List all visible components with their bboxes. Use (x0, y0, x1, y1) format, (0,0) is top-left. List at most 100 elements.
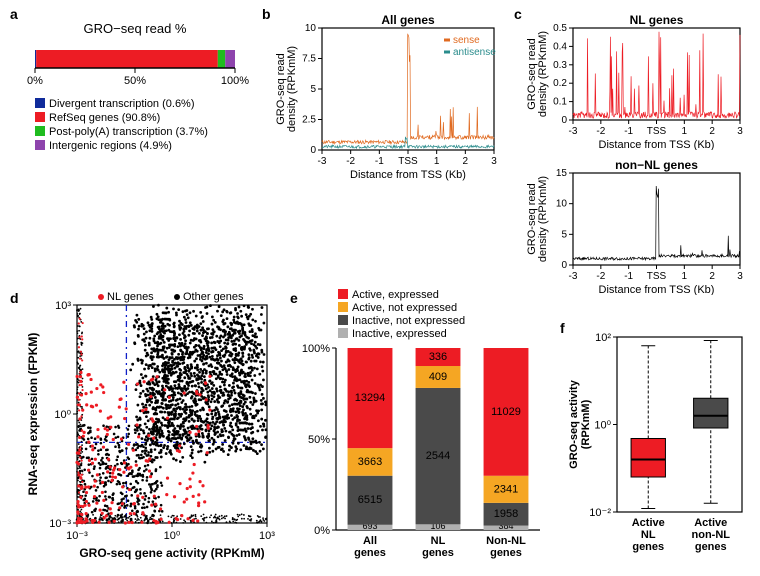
svg-text:0%: 0% (27, 75, 43, 87)
svg-text:Distance from TSS (Kb): Distance from TSS (Kb) (599, 284, 715, 295)
svg-text:density (RPKmM): density (RPKmM) (537, 31, 549, 117)
svg-text:genes: genes (422, 547, 454, 559)
svg-text:0%: 0% (314, 525, 330, 537)
svg-text:3: 3 (491, 156, 497, 167)
svg-text:100%: 100% (302, 343, 330, 355)
svg-text:All: All (363, 535, 377, 547)
svg-text:Active: Active (632, 517, 665, 529)
panel-f-label: f (560, 320, 565, 336)
svg-text:1958: 1958 (494, 508, 518, 520)
svg-text:density (RPKmM): density (RPKmM) (286, 46, 298, 132)
svg-text:-3: -3 (569, 271, 578, 282)
svg-text:0: 0 (310, 145, 316, 156)
svg-text:100%: 100% (221, 75, 249, 87)
svg-text:(RPKmM): (RPKmM) (580, 399, 592, 449)
panel-c-bottom-chart: non−NL genes051015-3-2-1TSS123GRO-seq re… (523, 155, 748, 295)
svg-text:NL: NL (431, 535, 446, 547)
panel-f-chart: 10⁻²10⁰10²GRO-seq activity(RPKmM)ActiveN… (565, 325, 750, 560)
svg-text:0: 0 (561, 115, 567, 126)
svg-text:409: 409 (429, 371, 447, 383)
svg-text:Non-NL: Non-NL (486, 535, 526, 547)
svg-text:GRO-seq activity: GRO-seq activity (568, 379, 580, 469)
svg-text:NL: NL (641, 529, 656, 541)
svg-text:-2: -2 (596, 126, 605, 137)
svg-text:genes: genes (632, 541, 664, 553)
svg-text:0.3: 0.3 (553, 60, 567, 71)
svg-text:GRO-seq gene activity (RPKmM): GRO-seq gene activity (RPKmM) (79, 546, 264, 560)
svg-text:TSS: TSS (647, 271, 667, 282)
svg-text:-3: -3 (569, 126, 578, 137)
svg-text:0: 0 (561, 260, 567, 271)
svg-text:0.1: 0.1 (553, 97, 567, 108)
svg-text:Distance from TSS (Kb): Distance from TSS (Kb) (350, 169, 466, 181)
svg-text:10⁰: 10⁰ (594, 420, 611, 432)
svg-text:5: 5 (561, 229, 567, 240)
svg-text:non-NL: non-NL (692, 529, 731, 541)
svg-text:2.5: 2.5 (302, 115, 316, 126)
svg-text:Intergenic regions (4.9%): Intergenic regions (4.9%) (49, 140, 172, 152)
svg-text:5: 5 (310, 84, 316, 95)
svg-text:6515: 6515 (358, 494, 382, 506)
svg-text:3663: 3663 (358, 456, 382, 468)
svg-text:RNA-seq expression (FPKM): RNA-seq expression (FPKM) (26, 333, 40, 496)
svg-text:10: 10 (556, 199, 568, 210)
svg-text:density (RPKmM): density (RPKmM) (537, 176, 549, 262)
svg-text:1: 1 (682, 126, 688, 137)
svg-text:10⁰: 10⁰ (54, 409, 71, 421)
svg-text:RefSeq genes (90.8%): RefSeq genes (90.8%) (49, 112, 160, 124)
svg-text:10³: 10³ (259, 530, 275, 542)
svg-text:-2: -2 (596, 271, 605, 282)
svg-text:11029: 11029 (491, 406, 521, 418)
svg-text:sense: sense (453, 35, 480, 46)
svg-text:0.5: 0.5 (553, 23, 567, 34)
panel-e-label: e (290, 290, 298, 306)
svg-text:Post-poly(A) transcription (3.: Post-poly(A) transcription (3.7%) (49, 126, 208, 138)
svg-text:Distance from TSS (Kb): Distance from TSS (Kb) (599, 139, 715, 150)
svg-text:15: 15 (556, 168, 568, 179)
svg-text:2: 2 (709, 126, 715, 137)
svg-text:50%: 50% (124, 75, 146, 87)
svg-text:10: 10 (305, 23, 317, 34)
svg-text:0.2: 0.2 (553, 78, 567, 89)
svg-text:1: 1 (682, 271, 688, 282)
svg-text:antisense: antisense (453, 47, 496, 58)
svg-text:3: 3 (737, 271, 743, 282)
svg-text:Other genes: Other genes (183, 291, 244, 303)
svg-text:Active, expressed: Active, expressed (352, 289, 439, 301)
svg-text:7.5: 7.5 (302, 54, 316, 65)
svg-text:10³: 10³ (55, 300, 71, 312)
svg-text:10⁻³: 10⁻³ (49, 518, 71, 530)
panel-a-chart: GRO−seq read %0%50%100%Divergent transcr… (25, 15, 250, 165)
panel-d-chart: 10⁻³10⁰10³10⁻³10⁰10³GRO-seq gene activit… (22, 285, 277, 565)
svg-text:TSS: TSS (647, 126, 667, 137)
panel-b-chart: All genes02.557.510-3-2-1TSS123GRO-seq r… (272, 10, 502, 185)
svg-text:NL genes: NL genes (630, 13, 684, 27)
svg-text:3: 3 (737, 126, 743, 137)
svg-text:10²: 10² (595, 332, 611, 344)
svg-text:-1: -1 (624, 126, 633, 137)
svg-text:-3: -3 (318, 156, 327, 167)
svg-text:-1: -1 (624, 271, 633, 282)
svg-text:genes: genes (490, 547, 522, 559)
svg-text:13294: 13294 (355, 392, 386, 404)
panel-a-label: a (10, 6, 18, 22)
panel-b-label: b (262, 6, 271, 22)
svg-text:Active, not expressed: Active, not expressed (352, 302, 457, 314)
svg-text:10⁰: 10⁰ (164, 530, 181, 542)
svg-text:10⁻²: 10⁻² (589, 507, 611, 519)
svg-text:2: 2 (709, 271, 715, 282)
svg-text:NL genes: NL genes (107, 291, 154, 303)
svg-text:Inactive, expressed: Inactive, expressed (352, 328, 447, 340)
svg-text:-2: -2 (346, 156, 355, 167)
svg-text:2: 2 (463, 156, 469, 167)
svg-text:336: 336 (429, 351, 447, 363)
svg-text:GRO−seq read %: GRO−seq read % (84, 21, 187, 36)
svg-text:All genes: All genes (381, 13, 435, 27)
svg-text:-1: -1 (375, 156, 384, 167)
svg-text:Inactive, not expressed: Inactive, not expressed (352, 315, 465, 327)
panel-c-top-chart: NL genes00.10.20.30.40.5-3-2-1TSS123GRO-… (523, 10, 748, 150)
svg-text:genes: genes (695, 541, 727, 553)
svg-text:1: 1 (434, 156, 440, 167)
svg-text:Active: Active (694, 517, 727, 529)
svg-text:2544: 2544 (426, 450, 450, 462)
